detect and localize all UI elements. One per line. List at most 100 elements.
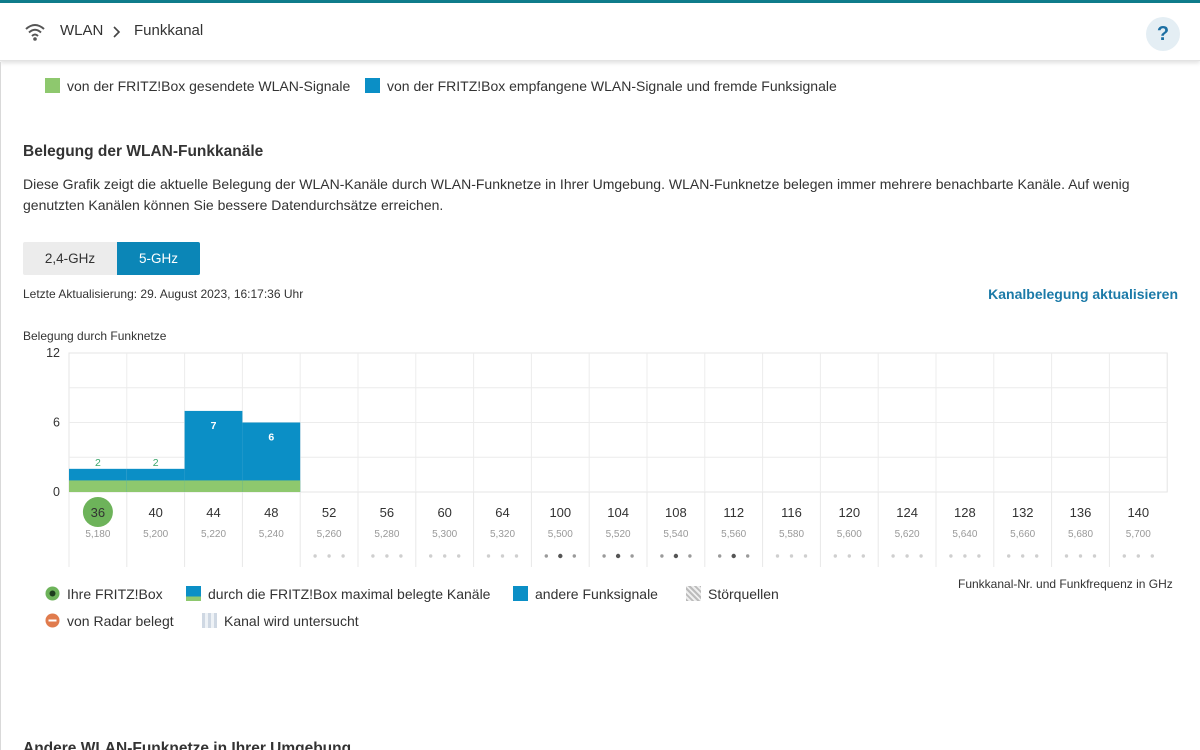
band-dot <box>1007 554 1011 558</box>
legend-radar: von Radar belegt <box>45 613 174 629</box>
band-dot <box>602 554 606 558</box>
band-dot <box>615 553 621 559</box>
band-dot <box>486 554 491 558</box>
frequency-label: 5,640 <box>952 529 977 540</box>
band-dot <box>718 554 722 558</box>
section-description: Diese Grafik zeigt die aktuelle Belegung… <box>23 176 1130 213</box>
section-title: Belegung der WLAN-Funkkanäle <box>23 143 264 160</box>
own-box-dot-icon <box>45 586 60 601</box>
band-dot <box>1092 554 1097 558</box>
legend-own-box-label: Ihre FRITZ!Box <box>67 586 163 602</box>
band-dot <box>833 554 837 558</box>
frequency-label: 5,180 <box>85 529 110 540</box>
own-occupancy-bar <box>126 480 185 492</box>
top-accent-line <box>0 0 1200 3</box>
green-square-icon <box>45 78 60 93</box>
frequency-label: 5,620 <box>895 529 920 540</box>
band-dot <box>371 554 375 558</box>
legend-interference-label: Störquellen <box>708 586 779 602</box>
legend-radar-label: von Radar belegt <box>67 613 174 629</box>
own-occupancy-bar <box>184 480 243 492</box>
band-dot <box>341 554 345 558</box>
legend-checking-label: Kanal wird untersucht <box>224 613 359 629</box>
band-dot <box>746 554 750 558</box>
legend-sent-label: von der FRITZ!Box gesendete WLAN-Signale <box>67 78 351 94</box>
band-dot <box>630 554 634 558</box>
band-dot <box>399 554 403 558</box>
header-bar: WLAN Funkkanal ? <box>0 3 1200 61</box>
frequency-label: 5,500 <box>548 529 573 540</box>
channel-label: 104 <box>607 505 629 520</box>
channel-label: 136 <box>1070 505 1092 520</box>
occupancy-bar <box>184 410 243 492</box>
band-dot <box>688 554 692 558</box>
y-tick-label: 6 <box>53 416 60 430</box>
bar-value-label: 2 <box>153 457 159 469</box>
channel-label: 64 <box>495 505 509 520</box>
channel-label: 48 <box>264 505 278 520</box>
channel-label: 60 <box>437 505 451 520</box>
channel-label: 128 <box>954 505 976 520</box>
band-dot <box>1150 554 1155 558</box>
band-dot <box>949 554 953 558</box>
channel-label: 124 <box>896 505 918 520</box>
next-section-title: Andere WLAN-Funknetze in Ihrer Umgebung <box>23 740 352 750</box>
channel-label: 40 <box>148 505 162 520</box>
checking-square-icon <box>202 613 217 628</box>
tab-2-4-ghz[interactable]: 2,4-GHz <box>23 242 117 275</box>
wifi-icon <box>25 24 45 41</box>
band-dot <box>919 554 923 558</box>
legend-checking: Kanal wird untersucht <box>202 613 359 629</box>
band-dot <box>803 554 808 558</box>
legend-other-signals-label: andere Funksignale <box>535 586 658 602</box>
band-dot <box>1035 554 1039 558</box>
band-dot <box>905 554 909 558</box>
hatched-square-icon <box>686 586 701 601</box>
channel-label: 44 <box>206 505 220 520</box>
help-button[interactable]: ? <box>1146 17 1180 51</box>
y-tick-label: 12 <box>46 346 60 360</box>
legend-own-box: Ihre FRITZ!Box <box>45 586 163 602</box>
frequency-label: 5,560 <box>721 529 746 540</box>
frequency-label: 5,580 <box>779 529 804 540</box>
bar-value-label: 7 <box>211 420 217 432</box>
channel-label: 120 <box>838 505 860 520</box>
bar-value-label: 6 <box>268 432 274 444</box>
band-dot <box>1078 554 1083 558</box>
content-border <box>0 62 1 750</box>
refresh-channels-link[interactable]: Kanalbelegung aktualisieren <box>988 286 1178 302</box>
bar-value-label: 2 <box>95 457 101 469</box>
occupancy-bar <box>242 422 301 492</box>
frequency-label: 5,520 <box>606 529 631 540</box>
band-dot <box>313 554 317 558</box>
band-dot <box>457 554 461 558</box>
breadcrumb-wlan[interactable]: WLAN <box>60 22 104 39</box>
band-dot <box>572 554 576 558</box>
legend-received: von der FRITZ!Box empfangene WLAN-Signal… <box>365 78 837 94</box>
channel-label: 56 <box>380 505 394 520</box>
frequency-label: 5,600 <box>837 529 862 540</box>
frequency-label: 5,240 <box>259 529 284 540</box>
legend-sent: von der FRITZ!Box gesendete WLAN-Signale <box>45 78 350 94</box>
last-update-text: Letzte Aktualisierung: 29. August 2023, … <box>23 287 304 301</box>
channel-label: 112 <box>723 505 744 520</box>
band-dot <box>847 554 851 558</box>
legend-received-label: von der FRITZ!Box empfangene WLAN-Signal… <box>387 78 837 94</box>
blue-square-icon <box>365 78 380 93</box>
y-tick-label: 0 <box>53 485 60 499</box>
channel-label: 132 <box>1012 505 1034 520</box>
frequency-label: 5,280 <box>374 529 399 540</box>
frequency-label: 5,680 <box>1068 529 1093 540</box>
channel-label: 100 <box>549 505 571 520</box>
band-dot <box>327 554 331 558</box>
legend-other-signals: andere Funksignale <box>513 586 658 602</box>
frequency-label: 5,300 <box>432 529 457 540</box>
band-dot <box>673 553 679 559</box>
frequency-label: 5,260 <box>317 529 342 540</box>
band-dot <box>1064 554 1069 558</box>
tab-5-ghz[interactable]: 5-GHz <box>117 242 200 275</box>
band-dot <box>789 554 794 558</box>
band-dot <box>443 554 447 558</box>
own-channel-marker <box>82 497 113 527</box>
channel-label: 52 <box>322 505 336 520</box>
